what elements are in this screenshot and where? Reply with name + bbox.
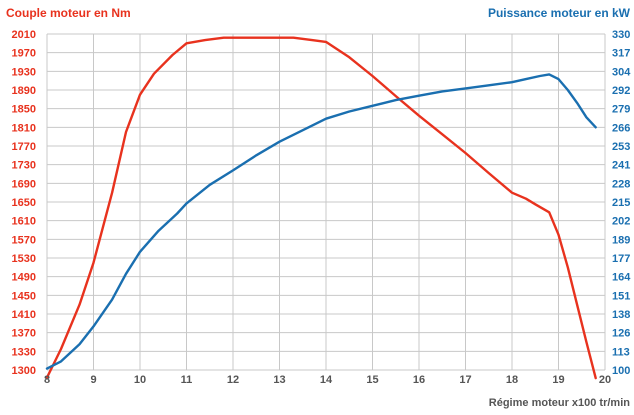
y-right-tick-label: 266 (612, 122, 630, 134)
x-tick-label: 12 (227, 374, 239, 386)
left-axis-title: Couple moteur en Nm (6, 6, 131, 20)
right-axis-title: Puissance moteur en kW (488, 6, 631, 20)
y-left-tick-label: 1330 (12, 346, 36, 358)
y-right-tick-label: 304 (612, 66, 631, 78)
y-right-tick-label: 151 (612, 290, 630, 302)
x-tick-label: 8 (44, 374, 50, 386)
x-tick-label: 9 (90, 374, 96, 386)
y-left-tick-label: 1450 (12, 290, 36, 302)
y-left-tick-label: 1690 (12, 178, 36, 190)
y-right-tick-label: 126 (612, 328, 630, 340)
y-left-tick-label: 1300 (12, 365, 36, 377)
y-right-tick-label: 189 (612, 234, 630, 246)
y-right-tick-label: 215 (612, 197, 630, 209)
y-left-tick-label: 1890 (12, 85, 36, 97)
y-right-tick-label: 317 (612, 48, 630, 60)
y-left-tick-label: 1970 (12, 48, 36, 60)
y-left-tick-label: 1370 (12, 328, 36, 340)
grid (46, 33, 606, 371)
y-right-tick-label: 202 (612, 216, 630, 228)
y-left-tick-label: 1490 (12, 272, 36, 284)
x-tick-label: 10 (134, 374, 146, 386)
y-right-tick-label: 253 (612, 141, 630, 153)
x-axis-title: Régime moteur x100 tr/min (489, 397, 630, 409)
y-right-tick-label: 330 (612, 29, 630, 41)
x-tick-label: 18 (506, 374, 518, 386)
series-lines (45, 36, 597, 380)
y-right-tick-label: 228 (612, 178, 630, 190)
y-right-tick-label: 113 (612, 346, 630, 358)
y-right-tick-label: 241 (612, 160, 630, 172)
torque-curve-line (45, 36, 597, 380)
x-tick-label: 17 (459, 374, 471, 386)
y-left-tick-label: 1930 (12, 66, 36, 78)
y-left-tick-label: 1650 (12, 197, 36, 209)
y-left-tick-label: 1810 (12, 122, 36, 134)
y-left-tick-label: 1570 (12, 234, 36, 246)
y-left-tick-label: 1410 (12, 309, 36, 321)
power-curve-line (45, 73, 597, 370)
y-left-tick-label: 1770 (12, 141, 36, 153)
y-left-tick-label: 1850 (12, 104, 36, 116)
y-right-tick-label: 100 (612, 365, 630, 377)
x-tick-label: 16 (413, 374, 425, 386)
x-tick-label: 11 (181, 374, 193, 386)
y-left-tick-label: 1610 (12, 216, 36, 228)
x-tick-label: 15 (366, 374, 378, 386)
y-left-tick-label: 2010 (12, 29, 36, 41)
y-left-tick-label: 1530 (12, 253, 36, 265)
y-right-tick-label: 279 (612, 104, 630, 116)
y-right-tick-label: 164 (612, 272, 631, 284)
x-tick-label: 20 (599, 374, 611, 386)
y-right-tick-label: 177 (612, 253, 630, 265)
x-tick-label: 14 (320, 374, 333, 386)
y-right-tick-label: 138 (612, 309, 630, 321)
y-left-tick-label: 1730 (12, 160, 36, 172)
x-tick-label: 13 (273, 374, 285, 386)
y-right-tick-label: 292 (612, 85, 630, 97)
x-tick-label: 19 (552, 374, 564, 386)
